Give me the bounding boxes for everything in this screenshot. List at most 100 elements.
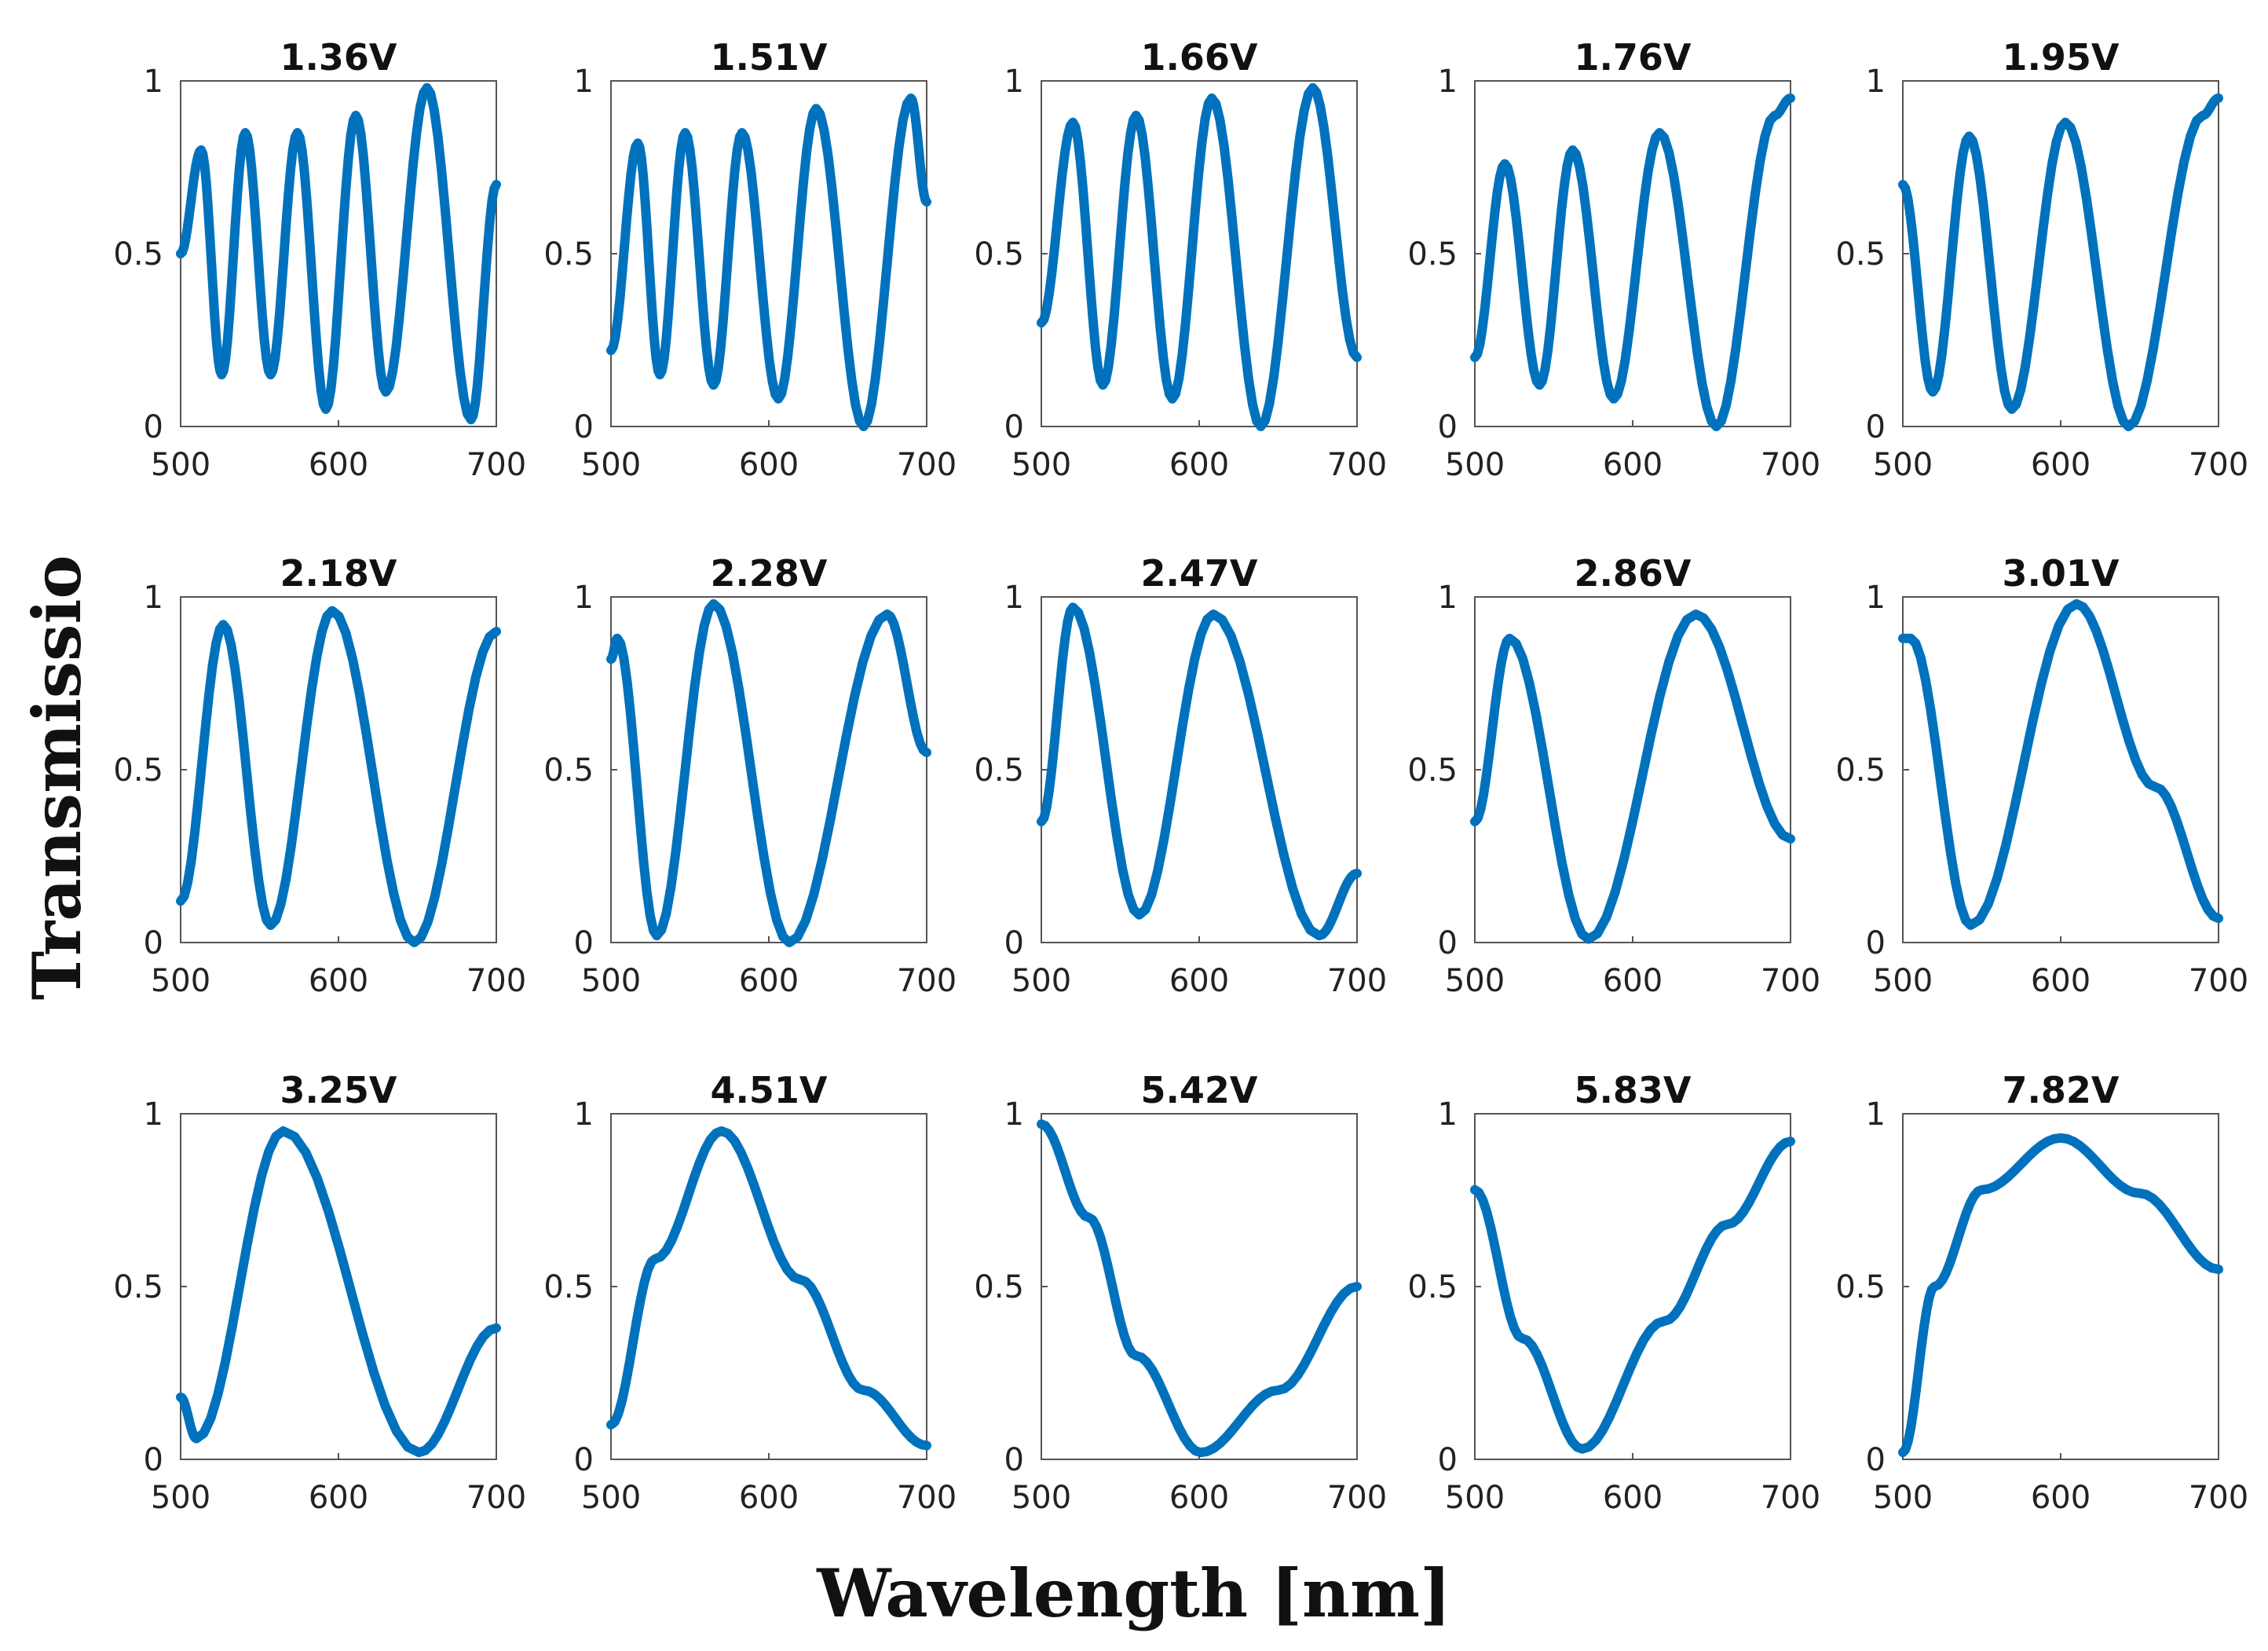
y-tick-label: 1 [1438, 580, 1458, 616]
y-tick-label: 0.5 [543, 236, 594, 273]
y-tick-label: 1 [1438, 64, 1458, 100]
x-tick-label: 500 [1011, 1480, 1071, 1516]
y-tick-label: 0 [1438, 1442, 1458, 1478]
panel-9: 2.86V 500 600 700 0 0.5 1 [1407, 552, 1820, 999]
panel-11: 3.25V 500 600 700 0 0.5 1 [113, 1069, 526, 1516]
x-tick-label: 600 [739, 447, 799, 483]
x-tick-label: 600 [309, 1480, 368, 1516]
series-line [1898, 1133, 2223, 1458]
x-tick-label: 700 [1761, 963, 1820, 999]
panel-title: 5.83V [1574, 1069, 1691, 1111]
y-tick-label: 0.5 [1407, 1269, 1458, 1305]
panel-title: 1.51V [710, 36, 827, 79]
panel-title: 5.42V [1140, 1069, 1257, 1111]
x-tick-label: 500 [581, 963, 641, 999]
y-tick-label: 0 [1438, 925, 1458, 961]
y-tick-label: 0.5 [1835, 752, 1886, 789]
series-line [1470, 610, 1795, 944]
x-tick-label: 700 [2189, 963, 2248, 999]
x-tick-label: 700 [1327, 963, 1387, 999]
x-tick-label: 700 [466, 963, 526, 999]
x-tick-label: 600 [1169, 1480, 1229, 1516]
series-line [1470, 93, 1795, 431]
y-tick-label: 1 [574, 1096, 594, 1133]
x-tick-label: 700 [2189, 1480, 2248, 1516]
x-tick-label: 700 [1761, 1480, 1820, 1516]
y-tick-label: 0.5 [113, 752, 163, 789]
panel-13: 5.42V 500 600 700 0 0.5 1 [974, 1069, 1387, 1516]
y-tick-label: 0 [144, 1442, 163, 1478]
panel-title: 7.82V [2002, 1069, 2119, 1111]
y-tick-label: 1 [144, 64, 163, 100]
y-tick-label: 0.5 [1407, 752, 1458, 789]
series-line [606, 599, 931, 947]
x-tick-label: 500 [581, 447, 641, 483]
series-line [1898, 599, 2223, 930]
x-tick-label: 500 [1445, 447, 1505, 483]
panel-frame [610, 1113, 927, 1460]
panel-frame [1041, 1113, 1358, 1460]
panel-5: 1.95V 500 600 700 0 0.5 1 [1835, 36, 2248, 483]
x-tick-label: 700 [466, 1480, 526, 1516]
y-tick-label: 0 [1866, 925, 1886, 961]
y-tick-label: 1 [1004, 64, 1024, 100]
panel-6: 2.18V 500 600 700 0 0.5 1 [113, 552, 526, 999]
series-line [176, 82, 501, 425]
x-tick-label: 700 [1327, 447, 1387, 483]
x-tick-label: 600 [1169, 447, 1229, 483]
x-tick-label: 700 [2189, 447, 2248, 483]
x-tick-label: 700 [897, 447, 957, 483]
x-tick-label: 500 [151, 447, 210, 483]
y-tick-label: 1 [1866, 64, 1886, 100]
x-tick-label: 600 [1603, 447, 1663, 483]
x-tick-label: 600 [739, 1480, 799, 1516]
y-tick-label: 0 [1438, 409, 1458, 445]
y-tick-label: 0.5 [543, 752, 594, 789]
panel-frame [1474, 1113, 1791, 1460]
panel-1: 1.36V 500 600 700 0 0.5 1 [113, 36, 526, 483]
series-line [1037, 1119, 1362, 1458]
panel-title: 2.18V [280, 552, 397, 595]
x-tick-label: 600 [1603, 1480, 1663, 1516]
panel-12: 4.51V 500 600 700 0 0.5 1 [543, 1069, 957, 1516]
x-tick-label: 700 [1761, 447, 1820, 483]
x-tick-label: 500 [151, 1480, 210, 1516]
y-tick-label: 0.5 [1835, 236, 1886, 273]
panel-title: 1.36V [280, 36, 397, 79]
panel-4: 1.76V 500 600 700 0 0.5 1 [1407, 36, 1820, 483]
y-tick-label: 0 [574, 409, 594, 445]
y-tick-label: 0 [1004, 1442, 1024, 1478]
x-tick-label: 600 [2031, 1480, 2091, 1516]
x-tick-label: 500 [1445, 963, 1505, 999]
y-tick-label: 1 [574, 580, 594, 616]
y-tick-label: 0 [574, 1442, 594, 1478]
y-tick-label: 0 [574, 925, 594, 961]
x-tick-label: 500 [1445, 1480, 1505, 1516]
y-tick-label: 0 [1866, 409, 1886, 445]
panel-title: 2.28V [710, 552, 827, 595]
y-tick-label: 1 [574, 64, 594, 100]
y-tick-label: 1 [1438, 1096, 1458, 1133]
y-tick-label: 0.5 [543, 1269, 594, 1305]
x-tick-label: 500 [1873, 447, 1933, 483]
y-tick-label: 1 [1866, 580, 1886, 616]
y-tick-label: 0 [1004, 409, 1024, 445]
x-tick-label: 600 [309, 447, 368, 483]
y-tick-label: 0.5 [1407, 236, 1458, 273]
panel-15: 7.82V 500 600 700 0 0.5 1 [1835, 1069, 2248, 1516]
panel-title: 2.47V [1140, 552, 1257, 595]
panel-frame [1902, 1113, 2219, 1460]
y-tick-label: 1 [144, 1096, 163, 1133]
y-tick-label: 1 [144, 580, 163, 616]
y-tick-label: 0.5 [974, 752, 1024, 789]
panel-10: 3.01V 500 600 700 0 0.5 1 [1835, 552, 2248, 999]
series-line [176, 1126, 501, 1458]
x-tick-label: 600 [739, 963, 799, 999]
x-tick-label: 700 [897, 1480, 957, 1516]
y-tick-label: 0 [144, 925, 163, 961]
series-line [1898, 93, 2223, 431]
y-axis-label: Transmissio [18, 555, 96, 1001]
panel-title: 4.51V [710, 1069, 827, 1111]
series-line [176, 606, 501, 947]
